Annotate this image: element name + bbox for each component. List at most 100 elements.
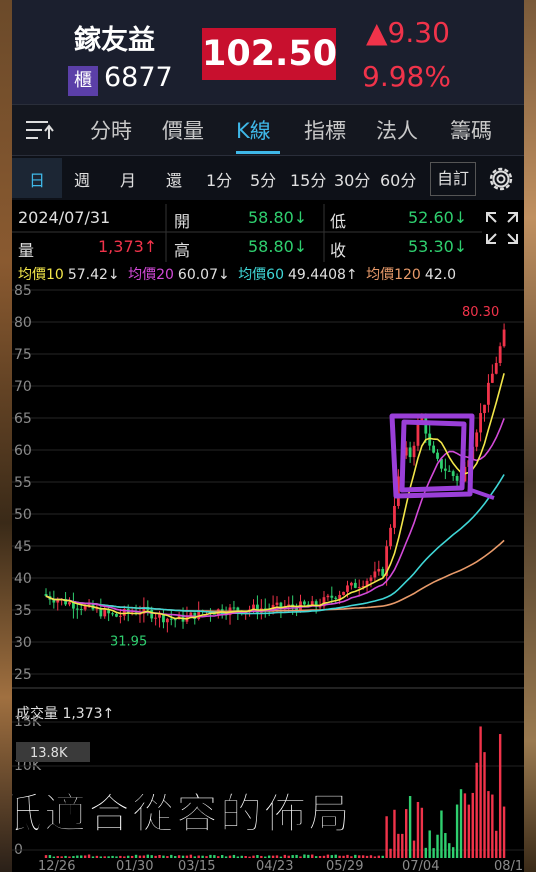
tab-indicators[interactable]: 指標: [304, 119, 346, 143]
volume-bar: [111, 855, 114, 858]
period-day[interactable]: 日: [29, 171, 46, 190]
kline-chart-area[interactable]: 85 80 75 70 65 60 55 50 45 40 35 30 25 80.30 31.95 成交量 …: [12, 283, 524, 872]
volume-bar: [236, 856, 240, 858]
volume-tag-bg: [16, 742, 90, 762]
volume-bar: [48, 855, 52, 858]
candle-body: [342, 591, 345, 595]
volume-bar: [52, 856, 56, 858]
volume-bar: [432, 848, 435, 858]
volume-tag: 13.8K: [30, 746, 68, 761]
volume-bar: [295, 854, 298, 858]
tab-kline[interactable]: K線: [236, 119, 271, 143]
kline-chart: 85 80 75 70 65 60 55 50 45 40 35 30 25 80.30 31.95 成交量 …: [12, 283, 524, 872]
candle-body: [408, 447, 412, 458]
volume-bar: [498, 734, 502, 858]
volume-bar: [487, 791, 490, 858]
current-price: 102.50: [202, 28, 337, 80]
volume-bar: [455, 804, 459, 858]
period-30min[interactable]: 30分: [334, 171, 371, 190]
volume-bar: [495, 830, 498, 858]
candle-body: [87, 603, 91, 606]
candle-body: [326, 595, 330, 598]
candle-body: [436, 452, 439, 459]
candle-body: [502, 329, 506, 347]
tab-intraday[interactable]: 分時: [90, 119, 132, 143]
candle-body: [455, 475, 459, 481]
period-5min[interactable]: 5分: [250, 171, 277, 190]
volume-bar: [483, 752, 486, 858]
y-tick-label: 75: [14, 347, 32, 363]
period-60min[interactable]: 60分: [380, 171, 417, 190]
volume-bar: [267, 855, 271, 858]
volume-bar: [502, 806, 506, 858]
period-15min[interactable]: 15分: [290, 171, 327, 190]
volume-bar: [275, 855, 279, 858]
x-tick-label: 01/30: [116, 859, 153, 872]
info-close-label: 收: [330, 241, 347, 260]
y-tick-label: 30: [14, 635, 32, 651]
ma10-label: 均價10: [18, 267, 64, 283]
candle-body: [393, 505, 396, 528]
candle-body: [440, 458, 443, 469]
volume-bar: [287, 855, 290, 858]
volume-bar: [314, 856, 318, 858]
volume-bar: [76, 855, 79, 858]
candle-body: [64, 598, 67, 605]
volume-bar: [342, 855, 345, 858]
gear-icon[interactable]: [484, 162, 518, 196]
volume-bar: [491, 794, 494, 858]
x-tick-label: 03/15: [178, 859, 215, 872]
volume-bar: [44, 855, 48, 858]
moving-average-legend: 均價10 57.42↓ 均價20 60.07↓ 均價60 49.4408↑ 均價120…: [12, 264, 524, 286]
volume-bar: [365, 855, 369, 858]
volume-bar: [424, 847, 427, 858]
volume-bar: [440, 810, 443, 858]
volume-bar: [459, 789, 463, 858]
candle-body: [338, 594, 342, 599]
period-week[interactable]: 週: [74, 171, 91, 190]
y-tick-label: 50: [14, 507, 32, 523]
candle-body: [322, 597, 326, 607]
volume-bar: [197, 855, 200, 858]
volume-bar: [326, 854, 330, 858]
candle-body: [381, 568, 385, 576]
volume-bar: [185, 855, 189, 858]
volume-bar: [479, 726, 482, 858]
candle-body: [279, 602, 283, 609]
custom-period-button[interactable]: 自訂: [430, 162, 476, 196]
tab-price-volume[interactable]: 價量: [162, 119, 204, 143]
volume-label: 成交量 1,373↑: [16, 705, 114, 722]
volume-bar: [448, 843, 451, 858]
ma120-value: 42.0: [424, 267, 456, 283]
ohlc-info: 2024/07/31 開 58.80↓ 低 52.60↓ 量 1,373↑ 高 …: [12, 204, 482, 262]
fullscreen-icon[interactable]: [484, 210, 520, 246]
volume-bar: [420, 807, 424, 858]
info-low: 52.60↓: [408, 208, 468, 227]
volume-bar: [138, 855, 142, 858]
candle-body: [189, 612, 193, 616]
stock-name: 鎵友益: [74, 25, 155, 56]
period-month[interactable]: 月: [120, 171, 137, 190]
period-adjusted[interactable]: 還: [166, 171, 183, 190]
volume-bar: [174, 856, 177, 858]
volume-bar: [244, 856, 247, 858]
ma120-label: 均價120: [366, 267, 421, 283]
info-volume-label: 量: [18, 241, 35, 260]
tab-chips[interactable]: 籌碼: [450, 119, 492, 143]
candle-body: [150, 609, 154, 619]
menu-sort-icon[interactable]: [24, 117, 54, 143]
volume-bar: [393, 809, 396, 858]
volume-bar: [220, 855, 224, 858]
volume-bar: [330, 855, 334, 858]
y-tick-label: 35: [14, 603, 32, 619]
volume-bar: [115, 856, 118, 858]
candle-body: [346, 585, 349, 592]
ma60-line: [45, 474, 505, 615]
volume-bar: [170, 854, 173, 858]
period-1min[interactable]: 1分: [206, 171, 233, 190]
tab-institutional[interactable]: 法人: [376, 119, 418, 143]
ma20-line: [45, 418, 505, 618]
candle-body: [330, 595, 334, 598]
volume-bar: [385, 816, 388, 858]
candle-body: [236, 607, 240, 611]
